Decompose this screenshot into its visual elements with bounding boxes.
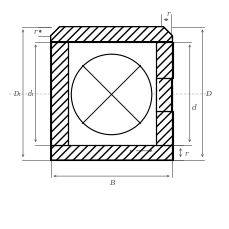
Text: r: r bbox=[34, 28, 37, 36]
Text: r: r bbox=[128, 147, 131, 155]
Bar bbox=[156, 79, 171, 111]
Bar bbox=[156, 42, 172, 79]
Bar bbox=[50, 145, 172, 160]
Bar bbox=[50, 42, 68, 145]
Text: D₁: D₁ bbox=[13, 90, 21, 98]
Circle shape bbox=[71, 55, 151, 135]
Text: D: D bbox=[204, 90, 210, 98]
Bar bbox=[50, 145, 172, 160]
Polygon shape bbox=[50, 27, 172, 42]
Bar bbox=[156, 42, 172, 79]
Text: d₁: d₁ bbox=[27, 90, 34, 98]
Bar bbox=[156, 111, 172, 145]
Bar bbox=[156, 111, 172, 145]
Bar bbox=[50, 42, 68, 145]
Text: d: d bbox=[191, 104, 196, 112]
Bar bbox=[158, 79, 171, 111]
Text: B: B bbox=[108, 178, 114, 186]
Text: r: r bbox=[184, 149, 187, 157]
Text: r: r bbox=[165, 10, 169, 18]
